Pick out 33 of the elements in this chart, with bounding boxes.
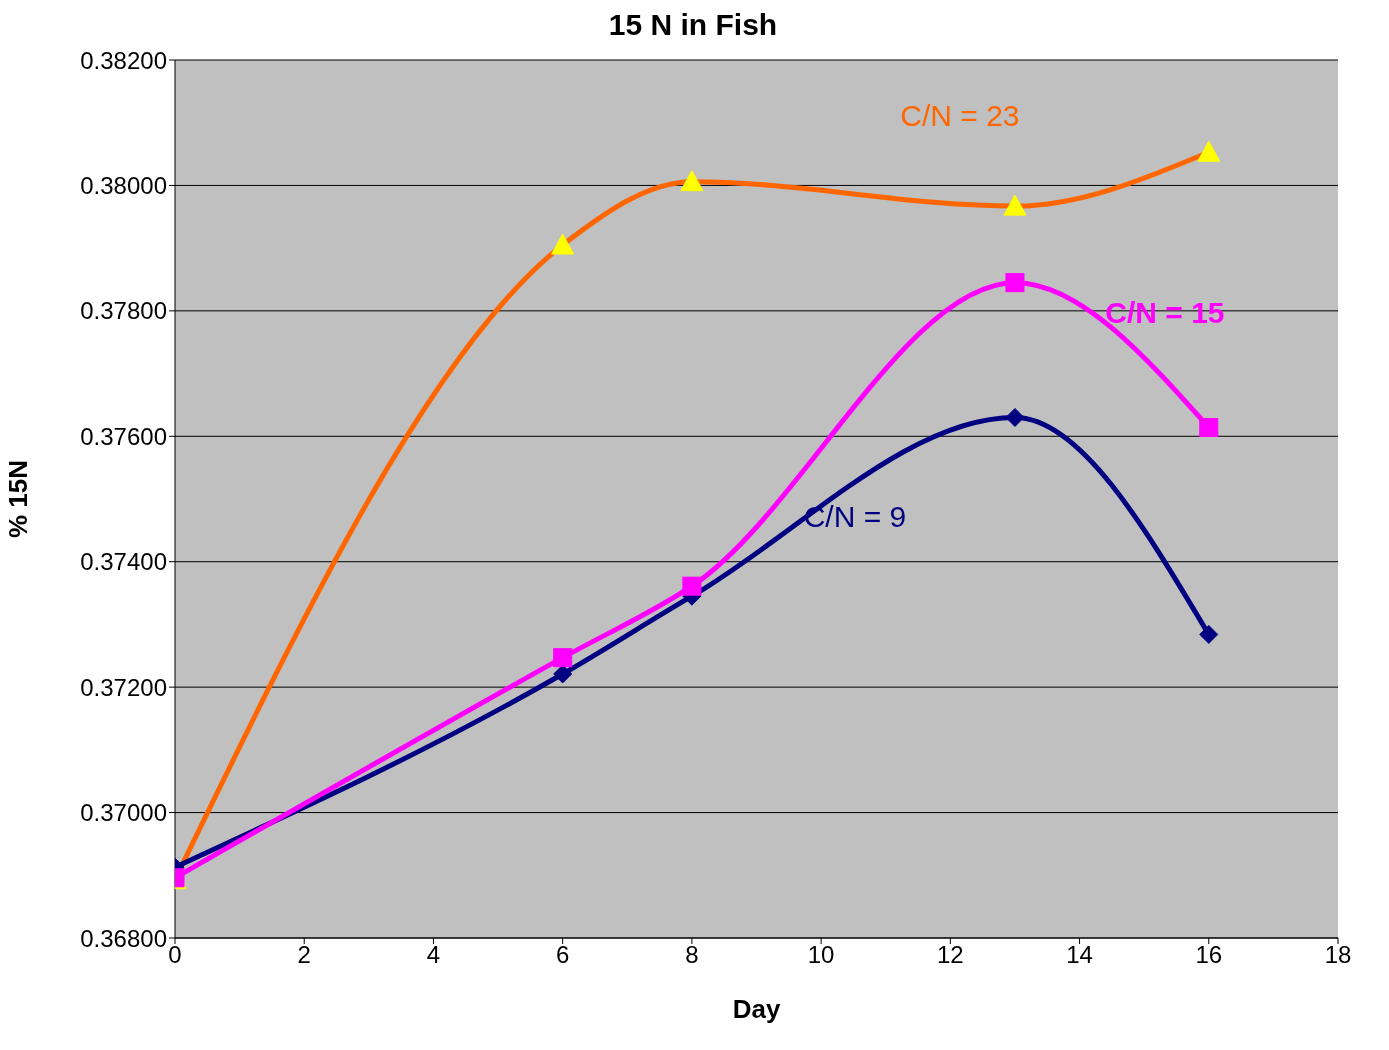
point: [682, 576, 702, 596]
text: C/N = 23: [900, 99, 1020, 133]
chart-title: 15 N in Fish: [607, 8, 779, 43]
y-tick-label: 0.37800: [80, 297, 167, 325]
x-tick-label: 18: [1324, 941, 1352, 969]
point: [1005, 407, 1025, 427]
x-tick-label: 10: [807, 941, 835, 969]
y-tick-label: 0.37000: [80, 799, 167, 827]
point: [1197, 140, 1221, 162]
point: [553, 648, 573, 668]
x-tick-label: 2: [297, 941, 311, 969]
x-tick-label: 14: [1066, 941, 1093, 969]
x-axis-title: Day: [732, 994, 781, 1024]
x-tick-label: 8: [685, 941, 699, 969]
y-axis-title: % 15N: [3, 459, 34, 539]
point: [1005, 273, 1025, 293]
x-tick-label: 16: [1195, 941, 1223, 969]
x-tick-label: 4: [426, 941, 441, 969]
point: [680, 170, 704, 192]
y-tick-label: 0.37200: [80, 673, 167, 701]
point: [1199, 624, 1219, 644]
x-tick-label: 6: [555, 941, 570, 969]
y-tick-label: 0.37400: [80, 548, 167, 576]
point: [553, 664, 573, 684]
point: [1199, 418, 1219, 438]
x-tick-label: 12: [936, 941, 964, 969]
y-tick-label: 0.38000: [80, 171, 167, 199]
point: [551, 233, 575, 255]
y-tick-label: 0.36800: [80, 924, 167, 952]
y-tick-label: 0.38200: [80, 46, 167, 74]
x-tick-label: 0: [168, 941, 182, 969]
point: [1003, 194, 1027, 216]
y-tick-label: 0.37600: [80, 422, 167, 450]
